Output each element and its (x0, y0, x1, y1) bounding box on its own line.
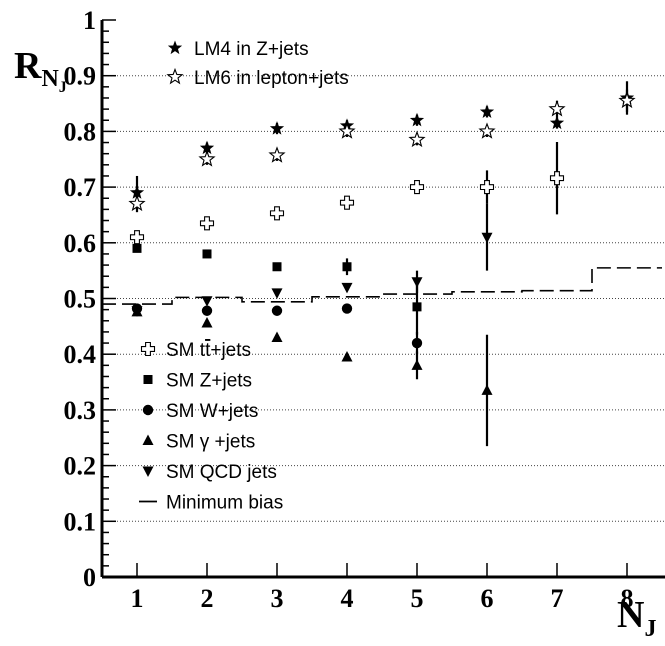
lm6-point-3 (338, 122, 356, 139)
ttbar-point-5 (479, 180, 495, 195)
ttbar-point-0 (129, 230, 145, 245)
ttbar-point-2 (269, 206, 285, 221)
ttbar-point-1 (199, 216, 215, 231)
legend-wjets-marker (142, 404, 154, 416)
x-tick-label-3: 4 (341, 584, 354, 613)
lm4-point-0 (129, 185, 145, 199)
y-tick-label-10: 1 (83, 6, 96, 35)
legend-qcd-label: SM QCD jets (166, 462, 277, 483)
legend-ttbar-label-prefix: SM t (166, 340, 206, 361)
y-axis-title-subsub: J (59, 79, 67, 96)
wjets-point-1 (201, 305, 213, 316)
legend-lm6-label: LM6 in lepton+jets (194, 68, 349, 89)
wjets-point-2 (271, 305, 283, 316)
x-tick-label-5: 6 (481, 584, 494, 613)
legend-gjets-marker (142, 434, 154, 445)
gjets-point-4 (411, 359, 423, 370)
y-tick-label-5: 0.5 (64, 285, 97, 314)
lm4-point-4 (409, 112, 425, 127)
zjets-point-1 (202, 249, 212, 259)
y-tick-label-7: 0.7 (64, 173, 97, 202)
legend-ttbar-marker (140, 341, 156, 357)
lm6-point-5 (478, 122, 496, 139)
gjets-point-3 (341, 350, 353, 362)
legend-lm6-marker (166, 67, 184, 85)
y-tick-label-3: 0.3 (64, 396, 97, 425)
zjets-point-4 (412, 302, 422, 312)
legend-top: LM4 in Z+jets LM6 in lepton+jets (166, 39, 349, 89)
lm4-point-5 (479, 104, 495, 118)
zjets-point-0 (132, 243, 142, 253)
y-axis-title-main: R (14, 45, 42, 87)
lm6-point-7 (618, 91, 636, 109)
lm4-point-2 (269, 121, 285, 135)
y-tick-label-4: 0.4 (64, 340, 97, 369)
lm4-point-6 (549, 115, 565, 130)
series-lm6 (128, 89, 636, 213)
zjets-point-2 (272, 262, 282, 272)
legend-wjets-label: SM W+jets (166, 401, 258, 422)
legend-lm4-marker (167, 40, 183, 55)
wjets-point-3 (341, 303, 353, 314)
legend-ttbar-label-bar: t (205, 340, 211, 361)
y-tick-label-8: 0.8 (64, 117, 97, 146)
qcd-point-0 (131, 306, 143, 317)
legend-qcd-marker (142, 466, 154, 477)
x-tick-label-2: 3 (271, 584, 284, 613)
y-tick-label-9: 0.9 (64, 62, 97, 91)
qcd-point-4 (411, 277, 423, 288)
y-tick-label-0: 0 (83, 563, 96, 592)
y-tick-label-1: 0.1 (64, 507, 97, 536)
grid-lines (102, 75, 665, 522)
wjets-point-4 (411, 337, 423, 349)
y-tick-label-2: 0.2 (64, 452, 97, 481)
legend-gjets-label: SM γ +jets (166, 432, 255, 453)
series-zjets (132, 243, 422, 335)
lm6-point-2 (268, 146, 286, 163)
qcd-point-3 (341, 282, 353, 294)
qcd-point-2 (271, 288, 283, 299)
x-axis-title: NJ (617, 594, 656, 642)
lm6-point-0 (128, 194, 146, 212)
x-tick-label-0: 1 (131, 584, 144, 613)
data-points (128, 81, 636, 447)
lm6-point-6 (548, 100, 566, 117)
ttbar-point-6 (549, 171, 565, 186)
x-axis-title-sub: J (644, 616, 656, 642)
legend-zjets-marker (143, 375, 153, 384)
series-qcd (131, 203, 493, 317)
legend-bottom: SM tt+jets SM Z+jets SM W+jets SM γ +jets SM… (139, 340, 283, 514)
gjets-point-1 (201, 317, 213, 328)
ttbar-point-4 (409, 180, 425, 195)
qcd-point-5 (481, 232, 493, 244)
y-axis-title-sub: N (41, 66, 59, 92)
ttbar-point-3 (339, 195, 355, 210)
x-axis-title-main: N (617, 594, 644, 636)
x-tick-label-1: 2 (201, 584, 214, 613)
series-ttbar (129, 141, 565, 245)
lm6-point-1 (198, 150, 216, 167)
x-tick-label-4: 5 (411, 584, 424, 613)
lm6-point-4 (408, 130, 426, 148)
tick-labels: 0 0.1 0.2 0.3 0.4 0.5 0.6 0.7 0.8 0.9 1 1 2 3 4 5 6 7 8 (64, 6, 634, 613)
axes (100, 19, 665, 579)
gjets-point-5 (481, 384, 493, 395)
legend-ttbar-label: SM tt+jets (166, 340, 251, 361)
lm4-point-1 (199, 140, 215, 155)
gjets-point-2 (271, 331, 283, 342)
x-tick-label-7: 8 (621, 584, 634, 613)
y-tick-label-6: 0.6 (64, 229, 97, 258)
x-tick-label-6: 7 (551, 584, 564, 613)
legend-lm4-label: LM4 in Z+jets (194, 39, 309, 60)
legend-zjets-label: SM Z+jets (166, 371, 252, 392)
qcd-point-1 (201, 296, 213, 307)
y-axis-title: RNJ (14, 45, 67, 96)
series-lm4 (129, 81, 635, 210)
legend-minbias-label: Minimum bias (166, 493, 283, 514)
zjets-point-3 (342, 262, 352, 272)
legend-ttbar-label-suffix: +jets (210, 340, 251, 361)
